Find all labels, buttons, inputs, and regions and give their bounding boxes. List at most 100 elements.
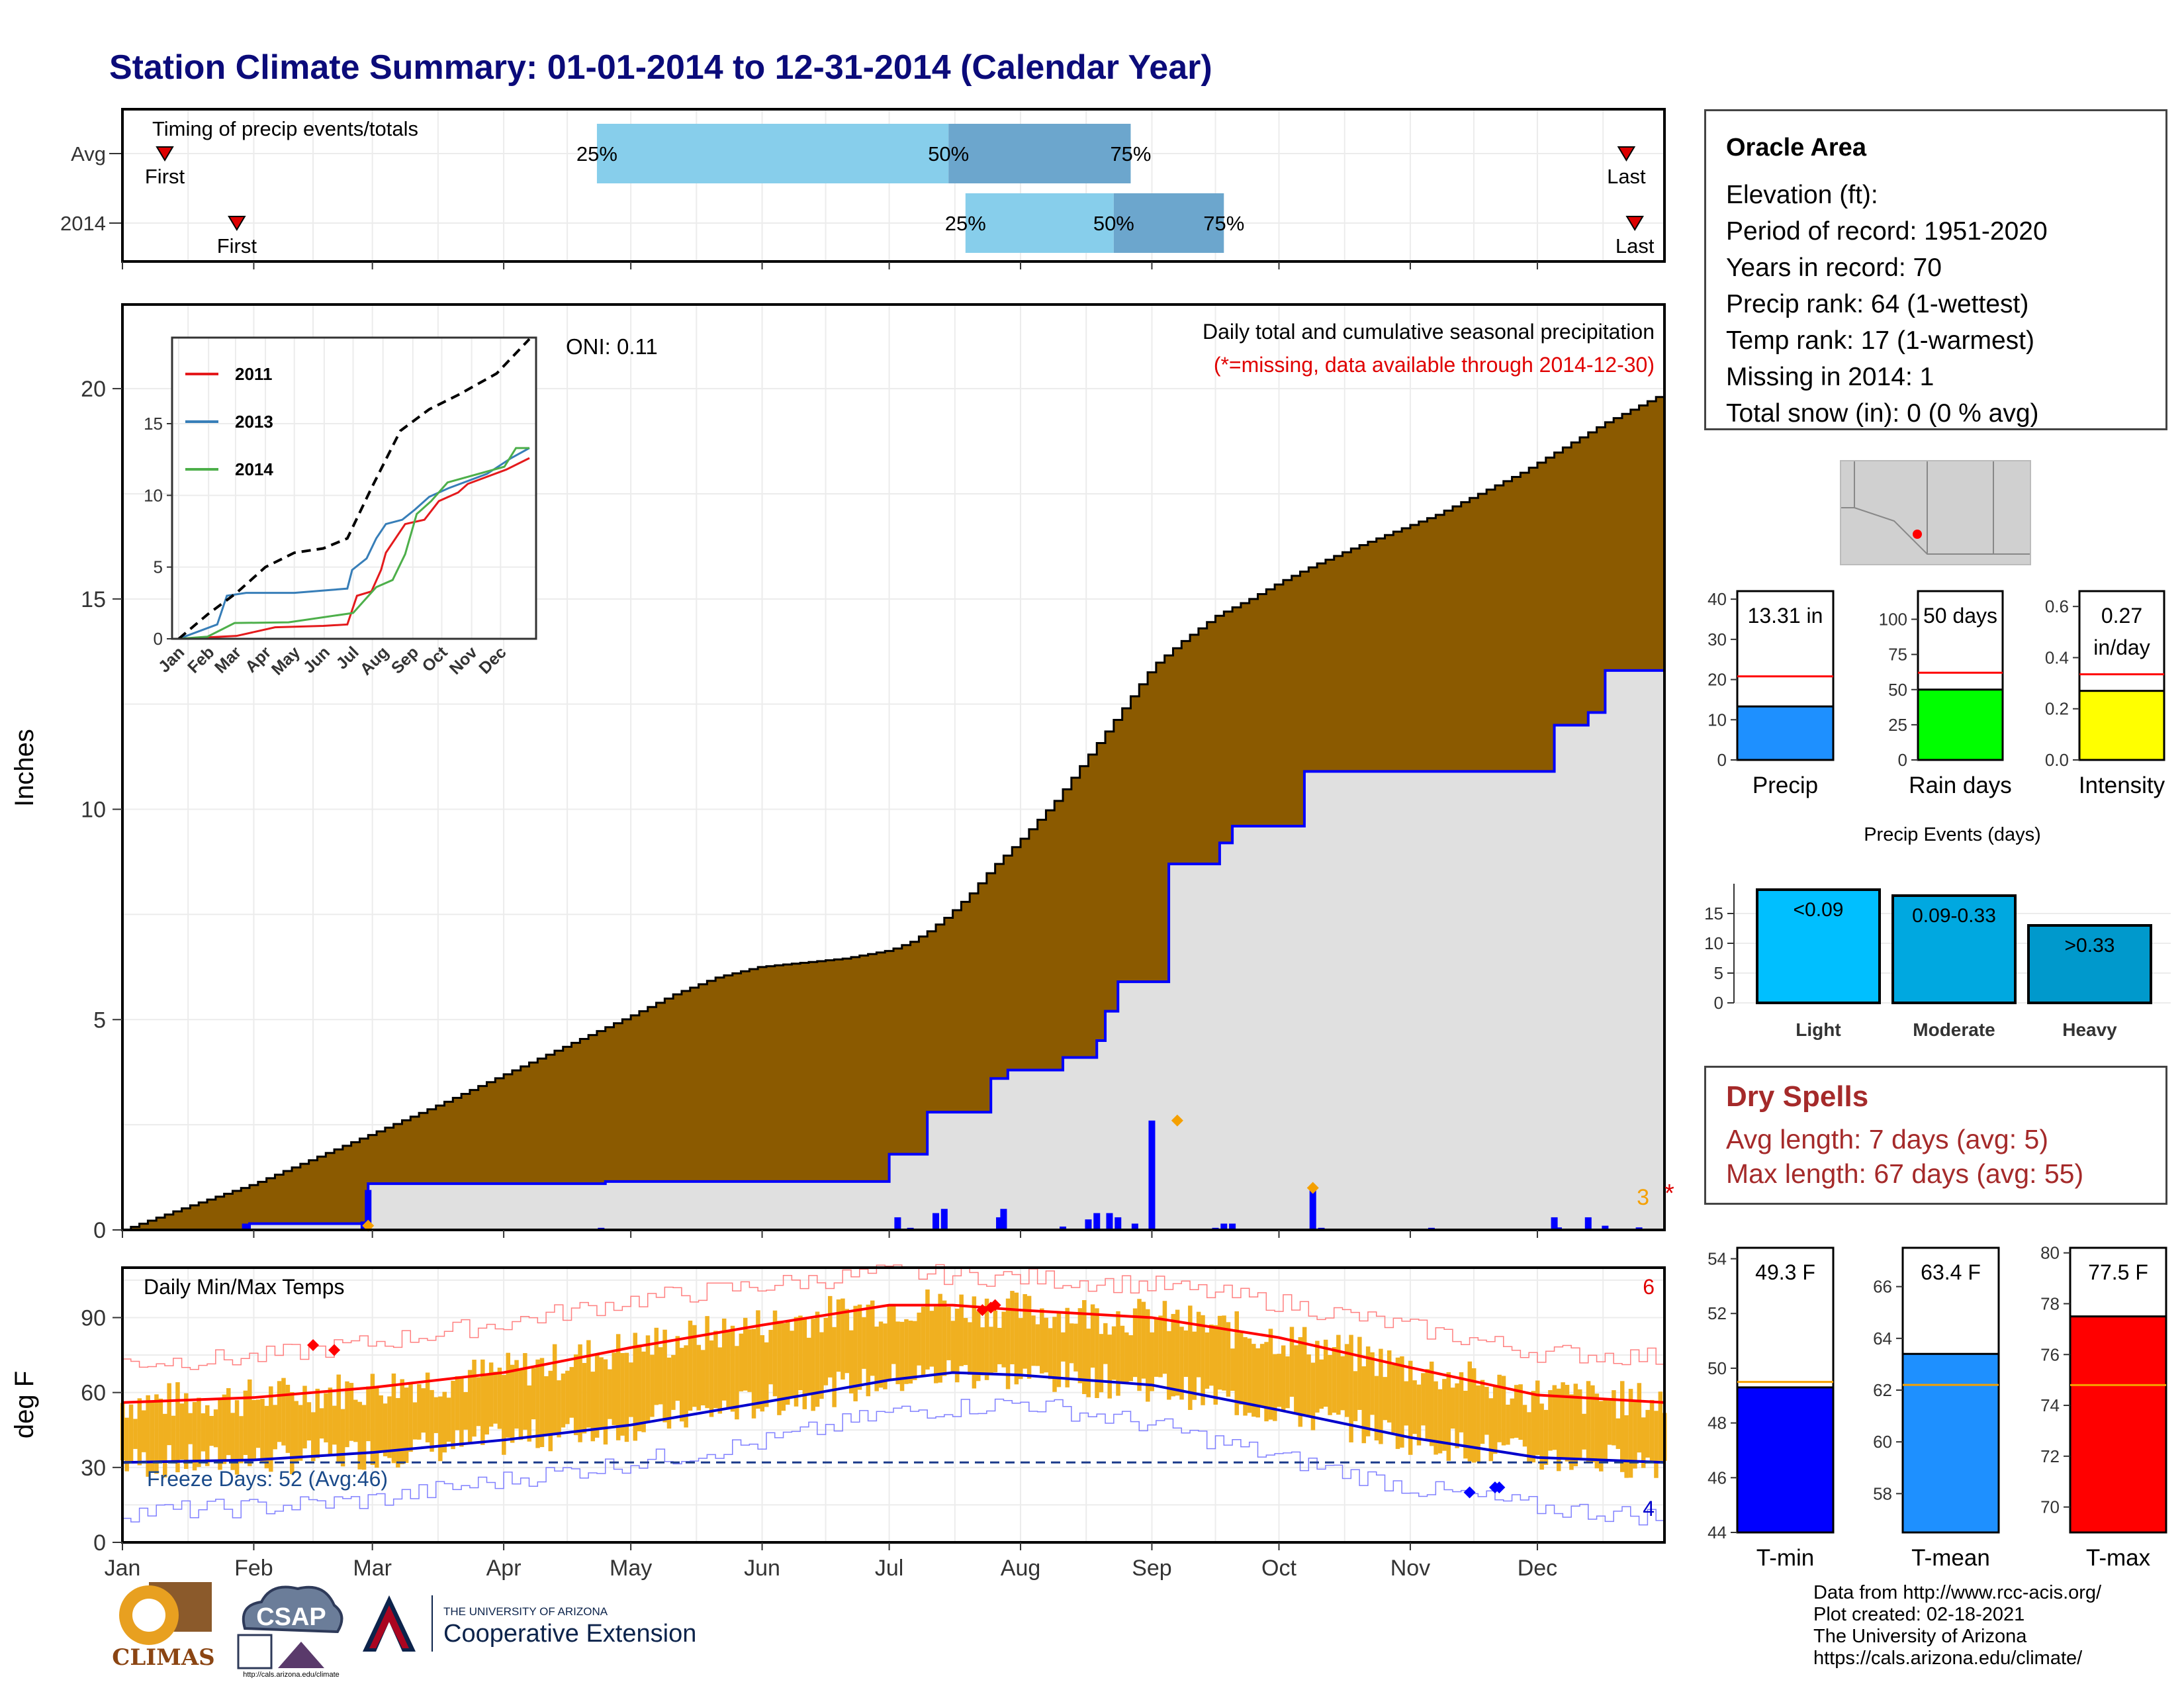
daily-temp-bar bbox=[124, 1417, 129, 1472]
daily-temp-bar bbox=[209, 1415, 214, 1446]
temp-xtick-label: Oct bbox=[1261, 1556, 1297, 1581]
daily-temp-bar bbox=[929, 1311, 934, 1367]
map-graphic bbox=[1841, 461, 2030, 564]
daily-temp-bar bbox=[137, 1398, 142, 1466]
daily-temp-bar bbox=[688, 1321, 693, 1411]
daily-temp-bar bbox=[794, 1317, 799, 1407]
daily-temp-bar bbox=[467, 1370, 473, 1444]
daily-temp-bar bbox=[1429, 1361, 1434, 1446]
last-event-label: Last bbox=[1615, 234, 1655, 258]
oni-label: ONI: 0.11 bbox=[566, 334, 658, 359]
daily-temp-bar bbox=[1412, 1380, 1417, 1434]
daily-precip-bar bbox=[940, 1209, 948, 1230]
daily-precip-bar bbox=[1093, 1213, 1101, 1230]
precip-ytick-label: 5 bbox=[93, 1008, 106, 1033]
daily-temp-bar bbox=[608, 1369, 612, 1419]
daily-temp-bar bbox=[819, 1332, 824, 1399]
small-bar-ytick-label: 50 bbox=[1888, 680, 1907, 700]
daily-temp-bar bbox=[281, 1378, 286, 1446]
daily-temp-bar bbox=[1251, 1344, 1256, 1417]
daily-temp-bar bbox=[1518, 1384, 1523, 1440]
daily-temp-bar bbox=[1264, 1342, 1269, 1422]
daily-temp-bar bbox=[1095, 1308, 1099, 1398]
daily-temp-bar bbox=[1031, 1315, 1036, 1366]
daily-temp-bar bbox=[1416, 1384, 1422, 1446]
daily-temp-bar bbox=[1234, 1311, 1239, 1415]
daily-temp-bar bbox=[248, 1379, 252, 1466]
daily-temp-bar bbox=[968, 1322, 972, 1375]
daily-temp-bar bbox=[239, 1416, 244, 1464]
daily-temp-bar bbox=[1298, 1336, 1303, 1427]
temp-ytick-label: 90 bbox=[81, 1305, 106, 1331]
temp-xtick-label: Jul bbox=[875, 1556, 903, 1581]
daily-temp-bar bbox=[989, 1327, 993, 1374]
daily-temp-bar bbox=[531, 1368, 536, 1420]
daily-temp-bar bbox=[870, 1300, 875, 1376]
daily-temp-bar bbox=[696, 1344, 702, 1411]
daily-temp-bar bbox=[222, 1394, 227, 1464]
daily-temp-bar bbox=[1277, 1354, 1281, 1407]
daily-temp-bar bbox=[848, 1330, 854, 1394]
daily-precip-bar bbox=[1309, 1190, 1316, 1230]
daily-temp-bar bbox=[1379, 1348, 1383, 1444]
daily-precip-bar bbox=[894, 1217, 901, 1230]
small-bar-ytick-label: 70 bbox=[2040, 1497, 2060, 1517]
daily-temp-bar bbox=[188, 1413, 193, 1444]
small-bar-ytick-label: 64 bbox=[1873, 1329, 1892, 1348]
dry-spells-title: Dry Spells bbox=[1726, 1080, 1869, 1113]
events-ytick-label: 5 bbox=[1714, 963, 1723, 983]
small-bar-xlabel: T-min bbox=[1756, 1545, 1815, 1571]
info-line: Elevation (ft): bbox=[1726, 181, 1878, 209]
record-low-marker bbox=[1463, 1486, 1476, 1499]
daily-temp-bar bbox=[1336, 1335, 1341, 1415]
small-bar-ytick-label: 0.4 bbox=[2045, 647, 2069, 667]
timing-bar-50-75 bbox=[1113, 193, 1224, 253]
daily-temp-bar bbox=[1459, 1372, 1464, 1432]
temp-xtick-label: Mar bbox=[353, 1556, 392, 1581]
daily-temp-bar bbox=[1073, 1323, 1078, 1372]
daily-temp-bar bbox=[654, 1327, 659, 1405]
daily-temp-bar bbox=[269, 1386, 273, 1472]
small-bar-xlabel: Rain days bbox=[1909, 773, 2012, 798]
precip-ytick-label: 0 bbox=[93, 1218, 106, 1243]
temp-xtick-label: Apr bbox=[486, 1556, 522, 1581]
daily-temp-bar bbox=[167, 1383, 171, 1446]
daily-temp-bar bbox=[1492, 1385, 1498, 1454]
timing-panel-border bbox=[121, 108, 1666, 263]
daily-temp-bar bbox=[1463, 1390, 1468, 1459]
daily-temp-bar bbox=[883, 1323, 887, 1389]
record-precip-marker bbox=[1171, 1114, 1183, 1127]
event-category-label: Moderate bbox=[1913, 1019, 1995, 1040]
daily-temp-bar bbox=[1357, 1336, 1362, 1410]
small-bar-ytick-label: 44 bbox=[1707, 1523, 1727, 1542]
daily-temp-bar bbox=[1052, 1317, 1057, 1392]
timing-bar-25-50 bbox=[596, 124, 949, 183]
daily-precip-bar bbox=[1229, 1223, 1236, 1230]
daily-temp-bar bbox=[425, 1372, 430, 1442]
record-precip-marker bbox=[1306, 1182, 1319, 1194]
daily-temp-bar bbox=[421, 1388, 426, 1433]
daily-temp-bar bbox=[666, 1357, 672, 1429]
daily-temp-bar bbox=[1167, 1331, 1171, 1400]
daily-precip-bar bbox=[1148, 1120, 1156, 1230]
daily-temp-bar bbox=[1349, 1335, 1353, 1442]
daily-temp-bar bbox=[1437, 1389, 1443, 1454]
daily-temp-bar bbox=[980, 1327, 985, 1376]
daily-temp-bar bbox=[938, 1293, 942, 1383]
temp-xtick-label: Sep bbox=[1132, 1556, 1172, 1581]
daily-temp-bar bbox=[1124, 1332, 1129, 1383]
daily-temp-bar bbox=[1090, 1304, 1095, 1368]
daily-temp-bar bbox=[887, 1305, 892, 1380]
daily-temp-bar bbox=[1048, 1328, 1053, 1380]
daily-temp-bar bbox=[1065, 1307, 1069, 1387]
daily-temp-bar bbox=[535, 1359, 540, 1448]
events-ytick-label: 15 bbox=[1704, 904, 1723, 923]
daily-precip-bar bbox=[1551, 1217, 1558, 1230]
daily-temp-bar bbox=[1624, 1415, 1629, 1478]
daily-temp-bar bbox=[1001, 1311, 1006, 1368]
daily-temp-bar bbox=[375, 1387, 379, 1468]
daily-temp-bar bbox=[633, 1333, 638, 1441]
daily-temp-bar bbox=[349, 1383, 354, 1441]
daily-temp-bar bbox=[1361, 1366, 1367, 1444]
daily-temp-bar bbox=[1077, 1308, 1083, 1383]
